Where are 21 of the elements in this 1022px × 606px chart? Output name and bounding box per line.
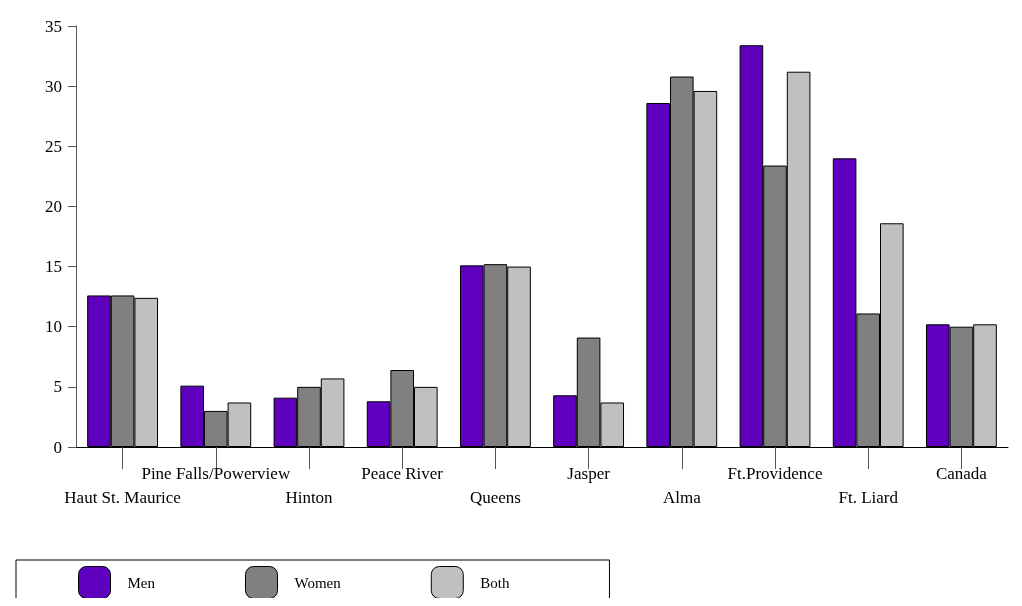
x-tick-label: Alma: [662, 487, 702, 507]
x-tick-label: Haut St. Maurice: [64, 487, 181, 507]
y-tick-label: 5: [53, 377, 62, 397]
y-tick-label: 35: [45, 16, 62, 36]
y-tick-label: 25: [45, 136, 62, 156]
y-tick-label: 20: [45, 196, 62, 216]
x-tick-label: Queens: [469, 487, 521, 507]
x-tick-label: Ft.Providence: [727, 463, 823, 483]
x-tick-label: Canada: [935, 463, 988, 483]
y-tick-label: 15: [45, 257, 62, 277]
x-tick-label: Hinton: [285, 487, 334, 507]
y-tick-label: 0: [53, 437, 62, 457]
x-tick-label: Pine Falls/Powerview: [141, 463, 291, 483]
y-tick-label: 10: [45, 317, 62, 337]
y-tick-label: 30: [45, 76, 62, 96]
legend-label: Women: [294, 574, 342, 591]
x-tick-label: Ft. Liard: [838, 487, 899, 507]
x-tick-label: Peace River: [361, 463, 444, 483]
legend-label: Men: [127, 574, 156, 591]
x-tick-label: Jasper: [567, 463, 611, 483]
legend-label: Both: [480, 574, 510, 591]
